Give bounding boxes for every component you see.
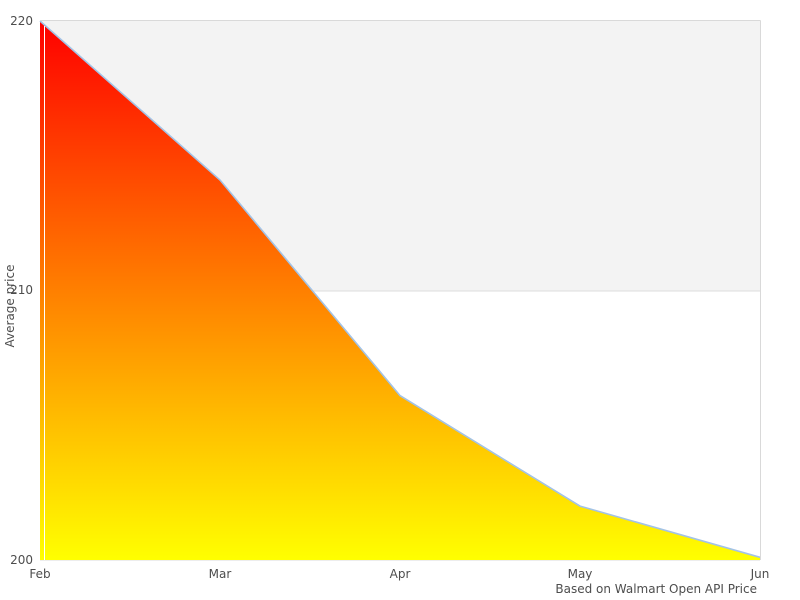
y-tick-210: 210 [10, 283, 33, 297]
x-tick-feb: Feb [29, 567, 51, 581]
x-tick-may: May [567, 567, 593, 581]
area-series-fill [40, 21, 760, 560]
y-axis-title: Average price [3, 264, 17, 348]
y-tick-220: 220 [10, 14, 33, 28]
x-tick-jun: Jun [750, 567, 770, 581]
chart-caption: Based on Walmart Open API Price [555, 582, 757, 596]
x-tick-apr: Apr [389, 567, 411, 581]
x-tick-mar: Mar [208, 567, 232, 581]
y-tick-200: 200 [10, 553, 33, 567]
area-series-line [39, 20, 761, 559]
